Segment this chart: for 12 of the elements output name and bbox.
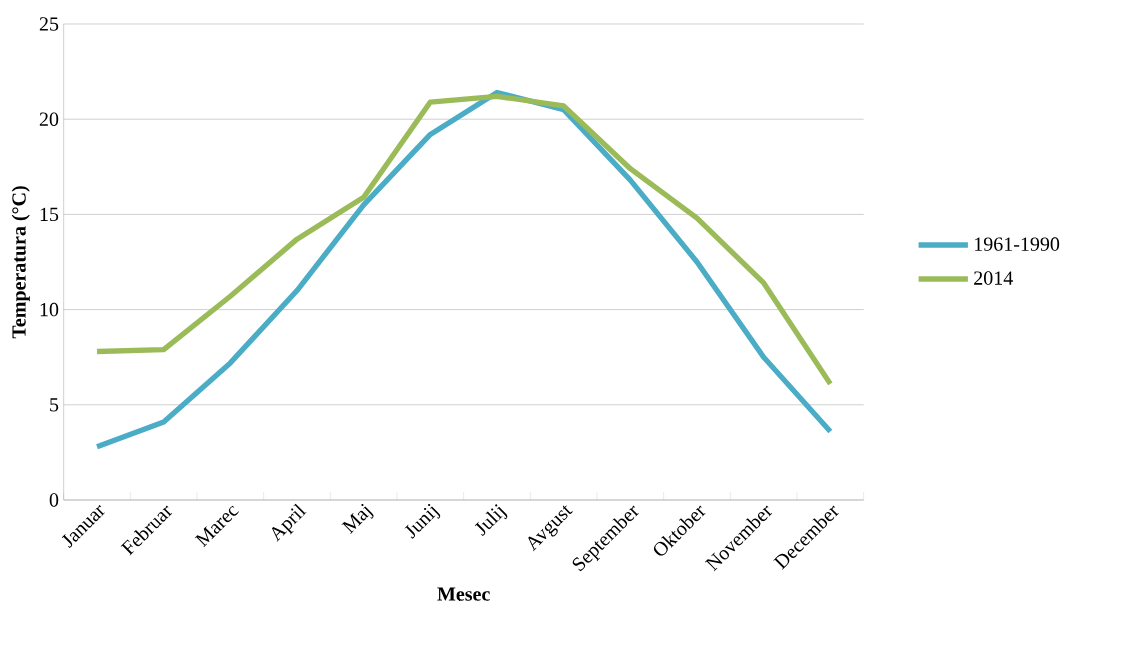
y-tick-label: 25 — [39, 17, 59, 31]
y-tick-label: 10 — [40, 302, 59, 317]
y-tick-label: 5 — [50, 398, 59, 412]
y-axis-title: Temperatura (°C) — [11, 186, 30, 339]
y-tick-label: 20 — [39, 112, 59, 126]
x-tick-label: Maj — [341, 503, 374, 534]
legend-label: 2014 — [974, 271, 1013, 285]
x-axis-title: Mesec — [437, 587, 490, 601]
x-tick-label: Julij — [474, 504, 508, 537]
y-tick-label: 15 — [40, 207, 59, 222]
y-tick-label: 0 — [49, 493, 59, 507]
legend-label: 1961-1990 — [975, 237, 1060, 251]
